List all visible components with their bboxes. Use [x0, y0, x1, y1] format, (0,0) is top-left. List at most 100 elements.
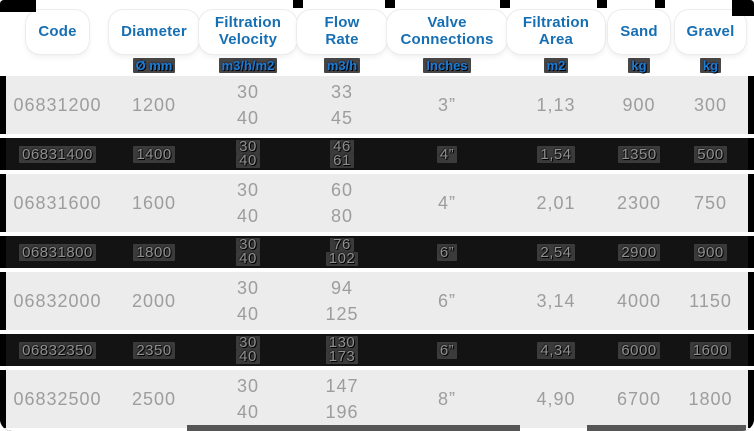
table-body: 06831200 1200 30 40 33 45 3” 1,13 900 300 …: [0, 76, 754, 431]
flow-rate-line: 45: [330, 108, 354, 128]
header-row: Code Diameter Filtration Velocity Flow R…: [0, 0, 754, 58]
flow-rate-line: 33: [330, 82, 354, 102]
glitch-artifact: [500, 0, 510, 8]
filtration-area-value: 1,13: [536, 94, 576, 115]
column-header-label: Code: [38, 22, 77, 40]
column-header-pill: Sand: [608, 10, 670, 54]
flow-rate-line: 147: [325, 376, 359, 396]
column-header-pill: Code: [26, 10, 89, 54]
flow-rate-line: 80: [330, 206, 354, 226]
column-header-pill: Gravel: [674, 10, 747, 54]
column-header-pill: Valve Connections: [387, 10, 507, 54]
column-header-pill: Filtration Area: [507, 10, 605, 54]
filtration-area-value: 4,90: [536, 388, 576, 409]
filtration-velocity-values: 30 40: [199, 236, 297, 268]
flow-rate-values: 76 102: [297, 236, 387, 268]
sand-value: 2300: [616, 192, 662, 213]
sand-value: 6700: [616, 388, 662, 409]
valve-connection-value: 6”: [437, 290, 456, 311]
valve-connection-value: 6”: [436, 243, 458, 261]
column-header-label: Filtration Area: [522, 14, 590, 48]
flow-rate-values: 130 173: [297, 334, 387, 366]
flow-rate-line: 130: [325, 335, 359, 350]
code-value: 06831200: [13, 94, 102, 115]
table-row: 06832500 2500 30 40 147 196 8” 4,90 6700 1…: [0, 370, 754, 431]
valve-connection-value: 4”: [437, 192, 456, 213]
velocity-line: 30: [236, 278, 260, 298]
glitch-artifact: [0, 0, 36, 12]
velocity-line: 40: [236, 304, 260, 324]
flow-rate-values: 147 196: [297, 370, 387, 428]
code-value: 06831400: [19, 145, 96, 163]
column-header-pill: Flow Rate: [297, 10, 387, 54]
velocity-line: 40: [236, 108, 260, 128]
sand-value: 6000: [618, 341, 660, 359]
flow-rate-line: 46: [330, 139, 354, 154]
filtration-area-value: 3,14: [536, 290, 576, 311]
valve-connection-value: 8”: [437, 388, 456, 409]
code-value: 06832000: [13, 290, 102, 311]
table-row: 06832350 2350 30 40 130 173 6” 4,34 6000 1…: [0, 334, 754, 370]
code-value: 06831800: [19, 243, 96, 261]
flow-rate-values: 94 125: [297, 272, 387, 330]
flow-rate-line: 125: [325, 304, 359, 324]
flow-rate-line: 94: [330, 278, 354, 298]
flow-rate-line: 61: [330, 153, 354, 168]
diameter-value: 2350: [133, 341, 175, 359]
glitch-artifact: [655, 0, 665, 8]
filtration-velocity-values: 30 40: [199, 370, 297, 428]
gravel-value: 1600: [689, 341, 732, 359]
velocity-line: 40: [236, 153, 260, 168]
glitch-artifact: [732, 0, 754, 16]
glitch-artifact: [385, 0, 395, 8]
velocity-line: 30: [236, 180, 260, 200]
table-row: 06831400 1400 30 40 46 61 4” 1,54 1350 500: [0, 138, 754, 174]
flow-rate-line: 173: [325, 349, 359, 364]
velocity-line: 40: [236, 349, 260, 364]
unit-label: Inches: [423, 58, 471, 73]
column-header-label: Valve Connections: [400, 14, 494, 48]
velocity-line: 30: [236, 237, 260, 252]
code-value: 06832500: [13, 388, 102, 409]
velocity-line: 40: [236, 206, 260, 226]
glitch-artifact: [187, 425, 520, 431]
unit-label: kg: [699, 58, 722, 73]
table-row: 06832000 2000 30 40 94 125 6” 3,14 4000 11…: [0, 272, 754, 334]
sand-value: 1350: [618, 145, 660, 163]
gravel-value: 900: [694, 243, 727, 261]
sand-value: 4000: [616, 290, 662, 311]
flow-rate-line: 102: [325, 251, 359, 266]
table-row: 06831600 1600 30 40 60 80 4” 2,01 2300 750: [0, 174, 754, 236]
valve-connection-value: 6”: [436, 341, 458, 359]
column-header-pill: Diameter: [109, 10, 199, 54]
diameter-value: 1200: [131, 94, 177, 115]
filtration-velocity-values: 30 40: [199, 138, 297, 170]
filtration-velocity-values: 30 40: [199, 174, 297, 232]
unit-label: m2: [543, 58, 569, 73]
filtration-velocity-values: 30 40: [199, 76, 297, 134]
flow-rate-values: 60 80: [297, 174, 387, 232]
velocity-line: 30: [236, 82, 260, 102]
gravel-value: 1150: [689, 290, 732, 311]
velocity-line: 40: [236, 251, 260, 266]
unit-label: Ø mm: [132, 58, 176, 73]
diameter-value: 2000: [131, 290, 177, 311]
gravel-value: 300: [693, 94, 728, 115]
table-row: 06831200 1200 30 40 33 45 3” 1,13 900 300: [0, 76, 754, 138]
column-header-label: Gravel: [686, 22, 735, 40]
flow-rate-line: 60: [330, 180, 354, 200]
valve-connection-value: 3”: [437, 94, 456, 115]
diameter-value: 1400: [133, 145, 175, 163]
velocity-line: 30: [236, 376, 260, 396]
filtration-velocity-values: 30 40: [199, 272, 297, 330]
diameter-value: 1600: [131, 192, 177, 213]
column-header-label: Diameter: [121, 22, 187, 40]
glitch-artifact: [597, 0, 607, 8]
gravel-value: 1800: [688, 388, 733, 409]
unit-label: m3/h/m2: [218, 58, 278, 73]
gravel-value: 750: [693, 192, 728, 213]
column-header-label: Filtration Velocity: [214, 14, 282, 48]
units-row: Ø mm m3/h/m2 m3/h Inches m2 kg kg: [0, 58, 754, 76]
code-value: 06831600: [13, 192, 102, 213]
diameter-value: 1800: [133, 243, 175, 261]
